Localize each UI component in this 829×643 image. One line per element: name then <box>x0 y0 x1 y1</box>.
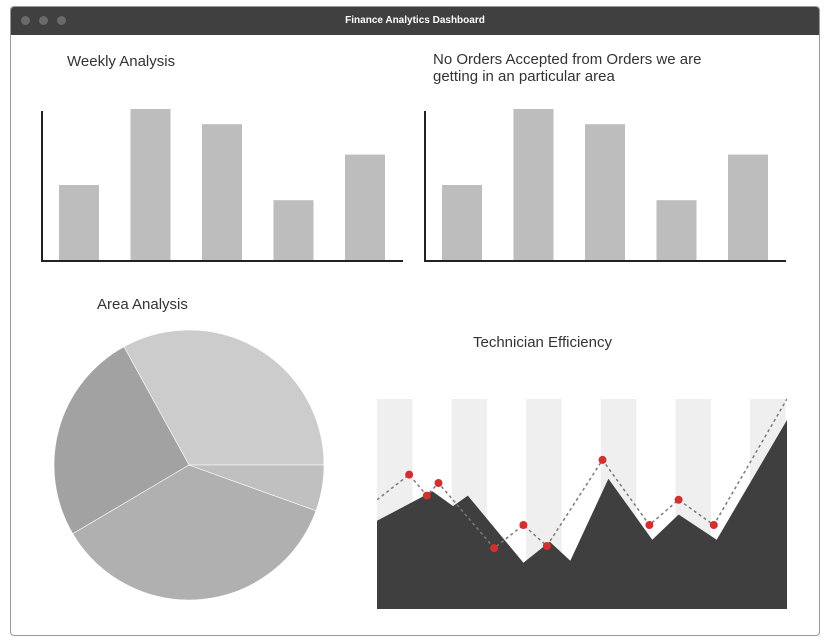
orders-accepted-title: No Orders Accepted from Orders we are ge… <box>433 51 702 85</box>
data-point-marker <box>405 470 414 479</box>
data-point-marker <box>598 455 607 464</box>
pie-slice-1 <box>123 329 325 466</box>
bar-3 <box>585 124 625 261</box>
bar-4 <box>656 200 697 261</box>
bar-1 <box>442 185 482 261</box>
window-title: Finance Analytics Dashboard <box>345 15 485 26</box>
bar-4 <box>273 200 314 261</box>
data-point-marker <box>674 495 683 504</box>
pie-slice-2 <box>53 346 190 535</box>
bar-3 <box>202 124 242 261</box>
pie-slice-4 <box>188 464 325 512</box>
weekly-analysis-title: Weekly Analysis <box>67 53 176 70</box>
bar-2 <box>130 109 171 261</box>
orders-bar-chart <box>424 109 786 262</box>
efficiency-area <box>377 420 787 609</box>
bar-5 <box>345 154 385 261</box>
app-window: Finance Analytics Dashboard Weekly Analy… <box>10 6 820 636</box>
area-pie-chart <box>53 329 325 601</box>
data-point-marker <box>645 521 654 529</box>
data-point-marker <box>709 521 718 529</box>
title-bar: Finance Analytics Dashboard <box>11 7 819 35</box>
bar-5 <box>728 154 768 261</box>
minimize-window-button[interactable] <box>39 16 48 25</box>
data-point-marker <box>422 491 431 500</box>
bar-2 <box>513 109 554 261</box>
pie-slice-3 <box>72 464 317 601</box>
data-point-marker <box>519 521 528 529</box>
technician-efficiency-title: Technician Efficiency <box>473 334 612 351</box>
weekly-bar-chart <box>41 109 403 262</box>
data-point-marker <box>542 542 551 550</box>
area-analysis-title: Area Analysis <box>97 296 188 313</box>
close-window-button[interactable] <box>21 16 30 25</box>
data-point-marker <box>490 544 499 553</box>
data-point-marker <box>434 479 443 487</box>
technician-area-chart <box>377 398 787 609</box>
maximize-window-button[interactable] <box>57 16 66 25</box>
efficiency-trend-line <box>377 398 787 550</box>
bar-1 <box>59 185 99 261</box>
